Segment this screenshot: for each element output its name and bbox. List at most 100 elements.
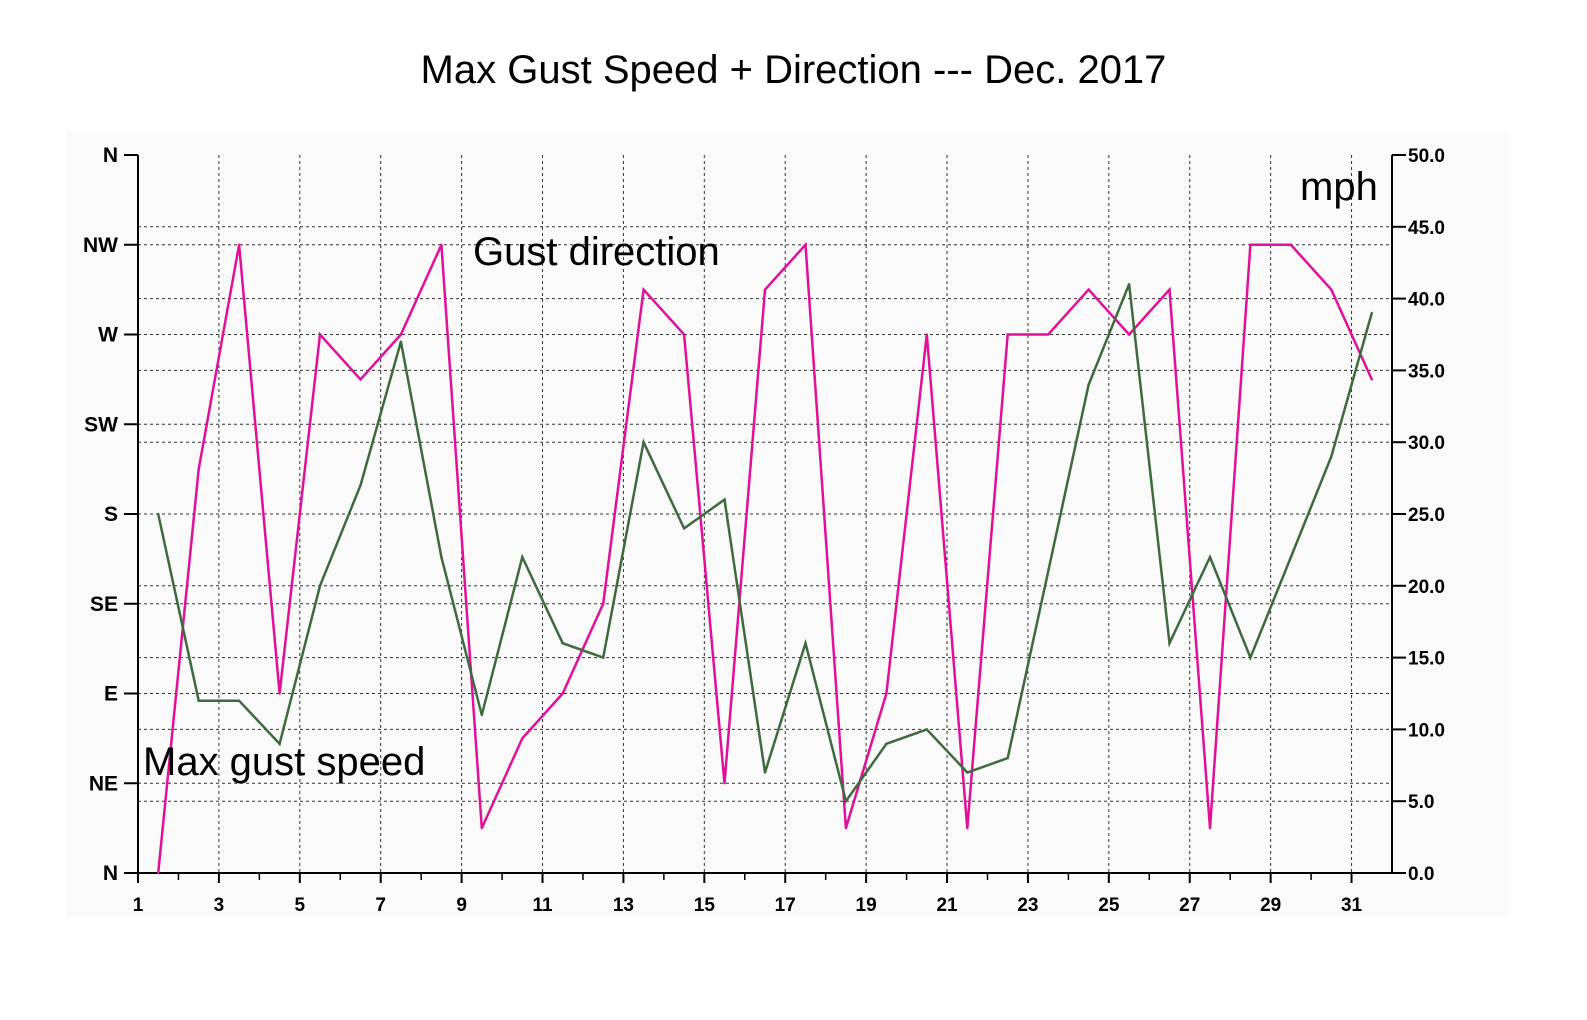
point-max-gust-speed — [1127, 283, 1131, 286]
point-max-gust-speed — [318, 584, 322, 587]
point-gust-direction — [1330, 288, 1333, 291]
point-max-gust-speed — [642, 441, 645, 444]
point-gust-direction — [1087, 288, 1090, 291]
x-tick-label: 29 — [1260, 895, 1281, 916]
x-tick-label: 11 — [532, 895, 553, 916]
right-tick-label: 30.0 — [1408, 433, 1445, 454]
left-tick-label: S — [104, 503, 118, 526]
x-tick-label: 3 — [214, 895, 225, 916]
axes: NNWWSWSSEENEN50.045.040.035.030.025.020.… — [83, 144, 1445, 916]
point-gust-direction — [278, 692, 281, 695]
right-tick-label: 5.0 — [1408, 792, 1434, 813]
left-tick-label: SE — [90, 593, 118, 616]
point-gust-direction — [197, 467, 200, 471]
point-max-gust-speed — [925, 728, 929, 731]
point-gust-direction — [1127, 333, 1131, 336]
series-group — [156, 241, 1374, 875]
point-max-gust-speed — [966, 771, 969, 774]
point-max-gust-speed — [278, 742, 281, 745]
point-max-gust-speed — [1330, 455, 1333, 458]
point-gust-direction — [1208, 826, 1212, 830]
left-tick-label: N — [103, 144, 118, 167]
point-max-gust-speed — [1168, 642, 1171, 645]
point-max-gust-speed — [1370, 311, 1373, 315]
point-max-gust-speed — [480, 713, 484, 717]
x-tick-label: 19 — [856, 895, 877, 916]
point-max-gust-speed — [1249, 656, 1252, 659]
left-tick-label: NW — [83, 234, 118, 257]
point-max-gust-speed — [763, 771, 767, 774]
point-gust-direction — [1046, 333, 1050, 336]
point-gust-direction — [723, 782, 726, 785]
point-max-gust-speed — [237, 699, 241, 702]
point-max-gust-speed — [157, 512, 160, 516]
point-gust-direction — [1289, 243, 1293, 246]
point-gust-direction — [925, 333, 929, 336]
legend-gust-direction: Gust direction — [473, 230, 720, 274]
left-tick-label: SW — [84, 413, 118, 436]
right-tick-label: 25.0 — [1408, 505, 1445, 526]
point-max-gust-speed — [601, 656, 605, 659]
point-max-gust-speed — [521, 555, 524, 559]
x-tick-label: 31 — [1341, 895, 1363, 916]
point-gust-direction — [682, 333, 686, 336]
x-tick-label: 23 — [1017, 895, 1038, 916]
legend-max-gust-speed: Max gust speed — [143, 740, 425, 784]
point-max-gust-speed — [561, 642, 564, 645]
x-tick-label: 1 — [133, 895, 144, 916]
right-tick-label: 10.0 — [1408, 720, 1445, 741]
point-gust-direction — [1370, 378, 1373, 381]
point-max-gust-speed — [1208, 555, 1212, 559]
point-gust-direction — [966, 826, 969, 830]
point-max-gust-speed — [682, 527, 686, 530]
point-gust-direction — [440, 243, 443, 246]
right-tick-label: 50.0 — [1408, 146, 1445, 167]
point-gust-direction — [804, 243, 807, 246]
point-max-gust-speed — [399, 340, 403, 343]
point-gust-direction — [763, 288, 767, 291]
point-gust-direction — [318, 333, 322, 336]
chart-title: Max Gust Speed + Direction --- Dec. 2017 — [420, 48, 1167, 92]
point-gust-direction — [157, 871, 160, 875]
right-tick-label: 15.0 — [1408, 649, 1445, 670]
point-max-gust-speed — [1006, 756, 1009, 760]
plot-background — [66, 132, 1508, 917]
point-max-gust-speed — [844, 800, 848, 803]
x-tick-label: 13 — [613, 895, 634, 916]
x-tick-label: 25 — [1098, 895, 1120, 916]
x-tick-label: 17 — [775, 895, 796, 916]
point-max-gust-speed — [723, 498, 726, 501]
point-max-gust-speed — [885, 742, 888, 745]
point-gust-direction — [399, 333, 403, 336]
point-gust-direction — [1168, 288, 1171, 291]
point-gust-direction — [237, 243, 241, 246]
left-tick-label: N — [103, 862, 118, 885]
right-tick-label: 40.0 — [1408, 290, 1445, 311]
left-tick-label: E — [104, 683, 118, 706]
point-gust-direction — [885, 692, 888, 695]
point-max-gust-speed — [1289, 555, 1293, 559]
point-max-gust-speed — [804, 642, 807, 645]
point-max-gust-speed — [1046, 570, 1050, 573]
x-tick-label: 9 — [456, 895, 467, 916]
point-gust-direction — [1249, 243, 1252, 246]
point-gust-direction — [844, 826, 848, 830]
right-tick-label: 35.0 — [1408, 361, 1445, 382]
x-tick-label: 7 — [375, 895, 386, 916]
x-tick-label: 15 — [694, 895, 716, 916]
left-tick-label: NE — [89, 772, 118, 795]
x-tick-label: 21 — [936, 895, 958, 916]
right-tick-label: 45.0 — [1408, 218, 1445, 239]
point-gust-direction — [1006, 333, 1009, 336]
point-gust-direction — [359, 378, 362, 381]
unit-label: mph — [1300, 165, 1378, 209]
x-tick-label: 27 — [1179, 895, 1200, 916]
point-gust-direction — [601, 602, 605, 605]
left-tick-label: W — [98, 324, 118, 347]
point-max-gust-speed — [1087, 383, 1090, 386]
grid — [138, 155, 1392, 873]
point-max-gust-speed — [440, 555, 443, 559]
point-max-gust-speed — [359, 484, 362, 487]
x-tick-label: 5 — [295, 895, 306, 916]
